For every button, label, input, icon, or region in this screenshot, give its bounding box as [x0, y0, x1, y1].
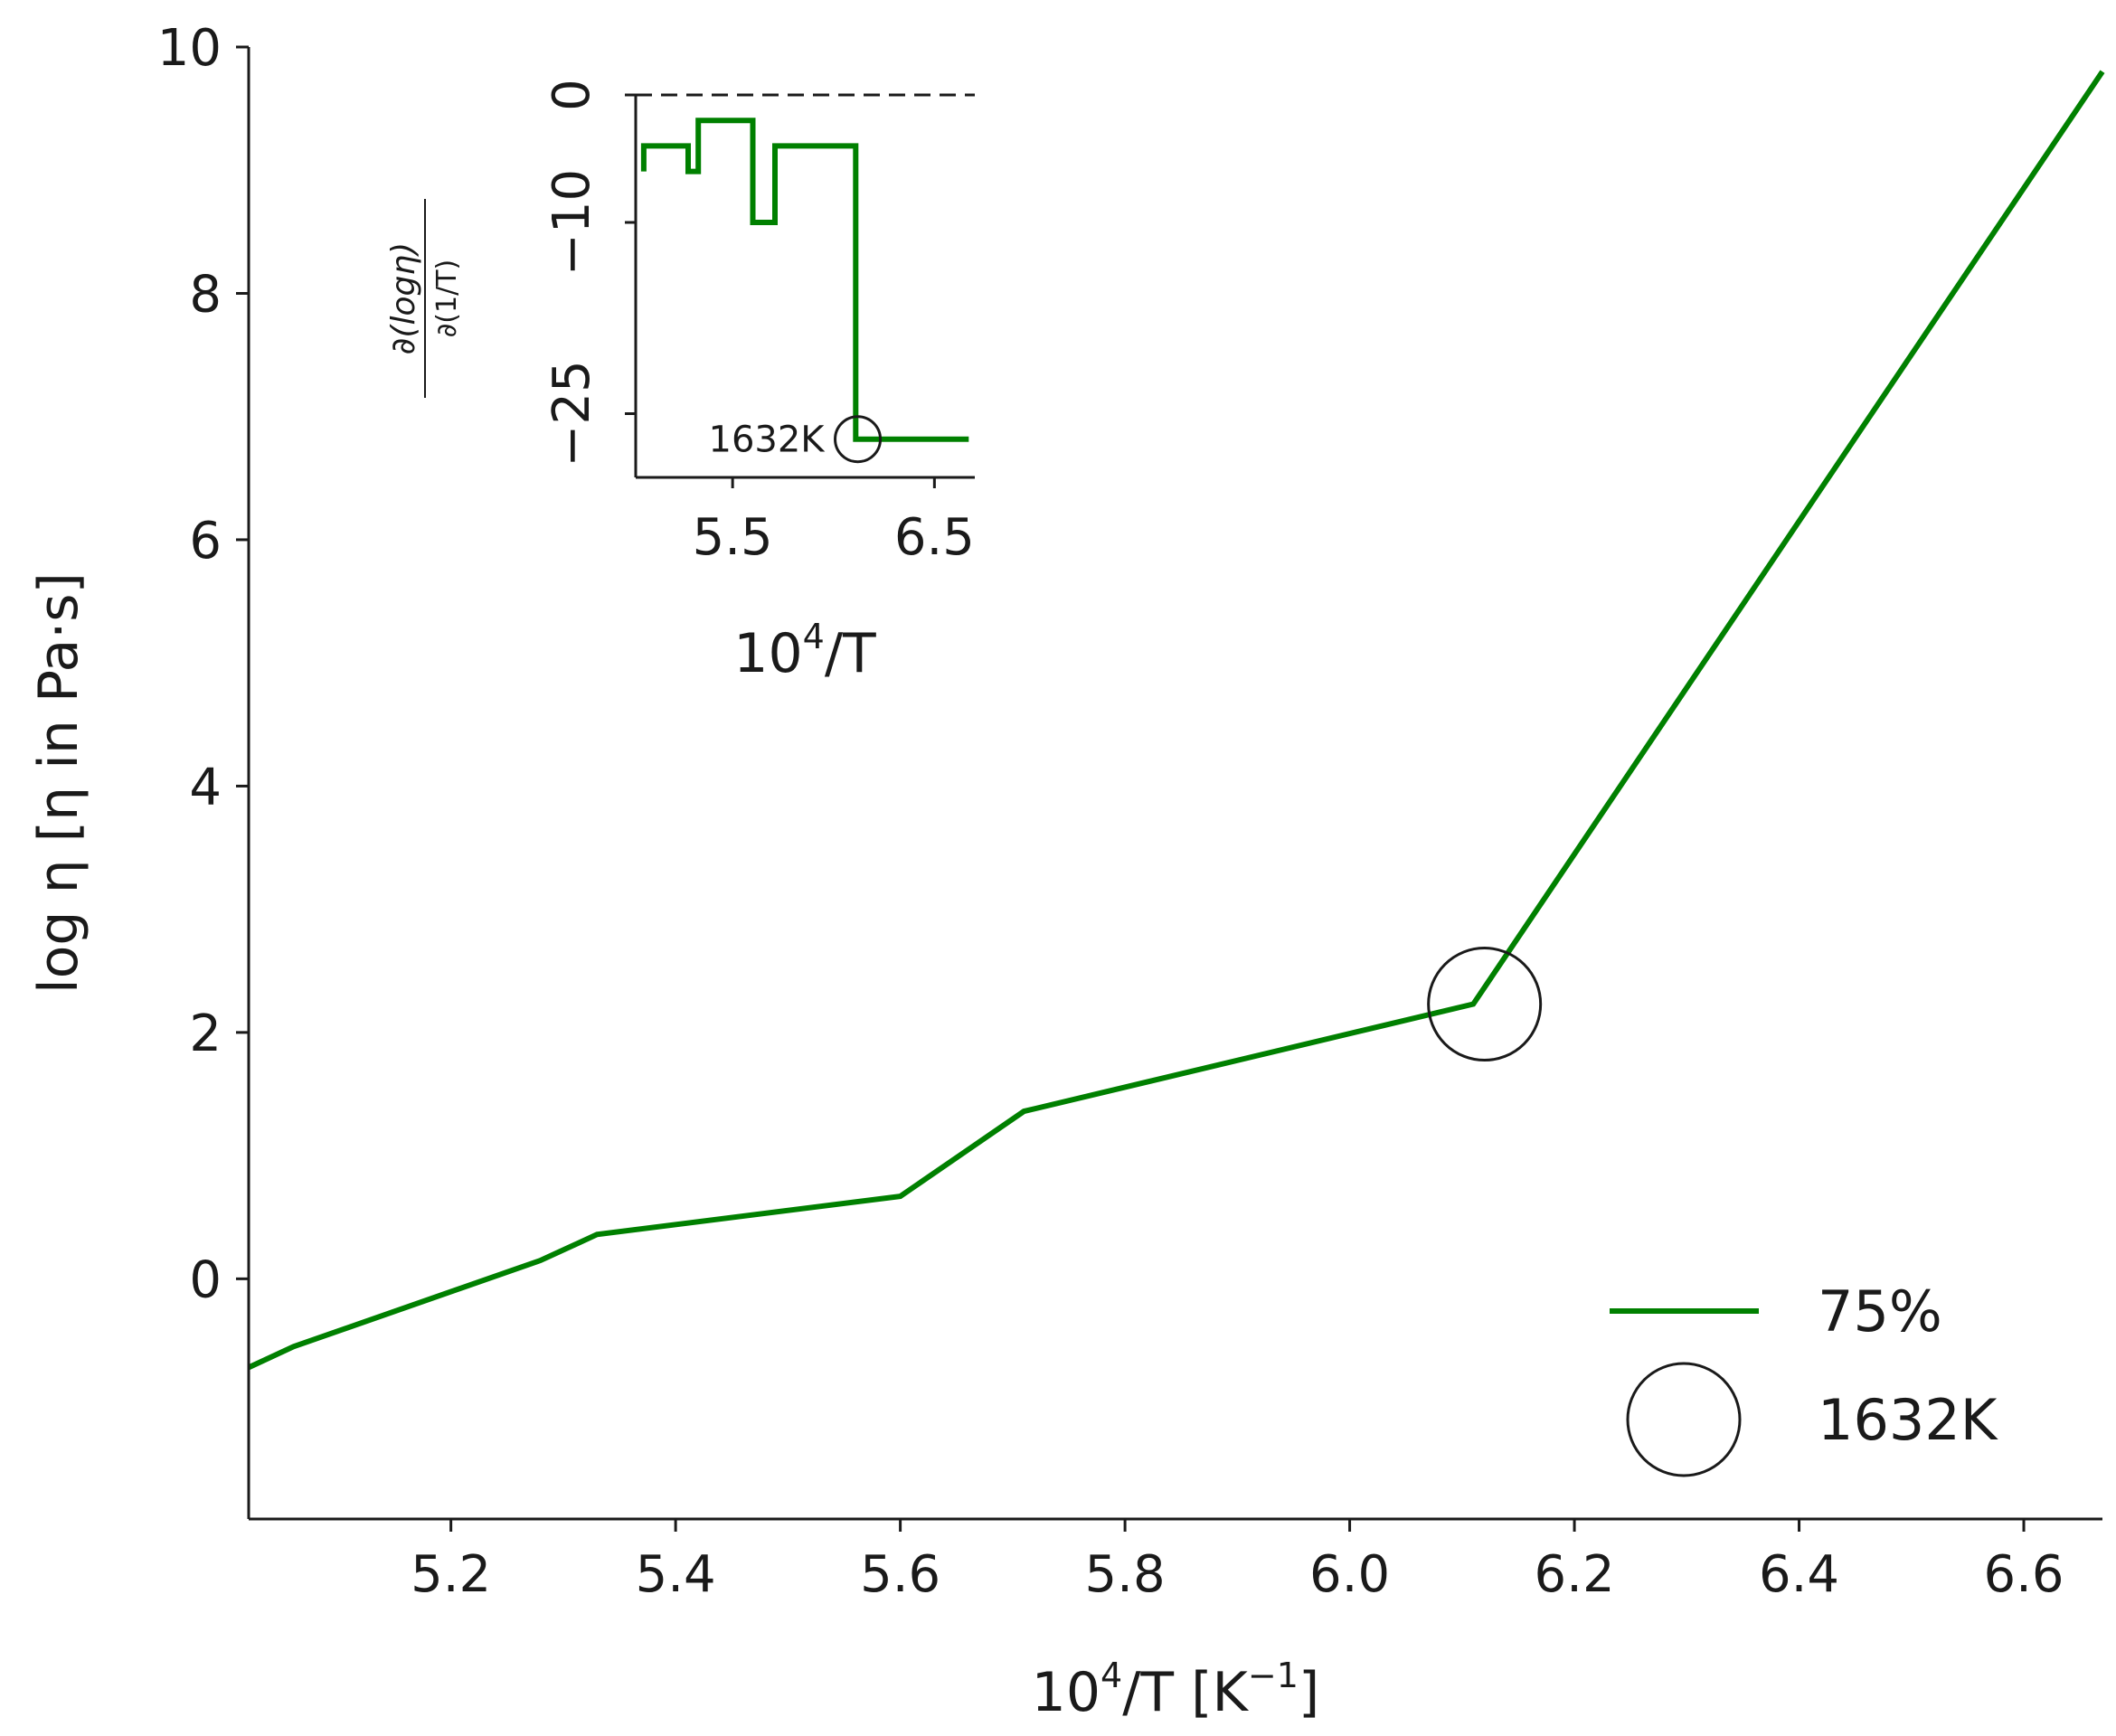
inset-y-label-denominator: ∂(1/T) [431, 259, 463, 337]
main-y-tick-label: 6 [189, 512, 222, 571]
inset-y-tick-label: 0 [543, 79, 601, 111]
inset-marker-circle [834, 415, 883, 464]
main-y-axis-label: log η [η in Pa·s] [27, 572, 90, 994]
main-x-tick-label: 6.0 [1309, 1545, 1390, 1604]
inset-x-label-base: 10 [733, 622, 802, 685]
main-ticks: 5.2 5.4 5.6 5.8 6.0 6.2 6.4 6.6 0 2 4 6 8 10 [157, 19, 2064, 1604]
main-y-tick-label: 10 [157, 19, 222, 78]
main-x-tick-label: 6.6 [1983, 1545, 2064, 1604]
inset-x-tick-label: 6.5 [894, 508, 975, 567]
inset-marks: 1632K [636, 93, 975, 464]
inset-x-label-exp: 4 [803, 617, 825, 656]
legend-label-marker: 1632K [1818, 1387, 1998, 1453]
main-marks [247, 70, 2105, 1371]
main-x-axis-label: 104/T [K−1] [1032, 1656, 1320, 1724]
inset-x-axis-label: 104/T [733, 617, 876, 685]
inset-marker-label: 1632K [709, 420, 827, 461]
inset-y-axis-label: ∂(logη) ∂(1/T) [385, 199, 463, 398]
main-y-tick-label: 0 [189, 1251, 222, 1310]
main-x-tick-label: 5.4 [636, 1545, 716, 1604]
main-plot: 5.2 5.4 5.6 5.8 6.0 6.2 6.4 6.6 0 2 4 6 8 10 log η [η… [27, 19, 2105, 1724]
inset-series-line-0 [640, 118, 969, 442]
main-y-tick-label: 4 [189, 759, 222, 817]
inset-y-label-numerator: ∂(logη) [385, 242, 422, 354]
inset-x-label-end: /T [825, 622, 876, 685]
inset-y-tick-label: −25 [543, 360, 601, 467]
main-x-label-exp2: −1 [1248, 1656, 1299, 1695]
main-x-label-end: ] [1299, 1661, 1319, 1724]
legend-label-series: 75% [1818, 1278, 1942, 1344]
main-series-line-0 [247, 70, 2105, 1371]
inset-ticks: 5.5 6.5 0 −10 −25 [543, 79, 975, 567]
inset-y-tick-label: −10 [543, 169, 601, 276]
main-x-tick-label: 5.6 [860, 1545, 940, 1604]
main-x-label-exp: 4 [1101, 1656, 1122, 1695]
inset-plot: 5.5 6.5 0 −10 −25 1632K ∂(logη) ∂(1/T) 104/T [385, 79, 975, 685]
main-x-tick-label: 5.2 [411, 1545, 491, 1604]
main-y-tick-label: 2 [189, 1005, 222, 1063]
main-marker-circle [1427, 947, 1543, 1062]
legend-circle-swatch [1626, 1362, 1742, 1477]
main-x-tick-label: 5.8 [1085, 1545, 1166, 1604]
main-y-tick-label: 8 [189, 266, 222, 325]
main-x-label-mid: /T [K [1122, 1661, 1249, 1724]
main-x-tick-label: 6.4 [1759, 1545, 1839, 1604]
legend: 75% 1632K [1610, 1278, 1998, 1477]
main-x-tick-label: 6.2 [1535, 1545, 1615, 1604]
main-x-label-base: 10 [1032, 1661, 1101, 1724]
inset-x-tick-label: 5.5 [693, 508, 773, 567]
